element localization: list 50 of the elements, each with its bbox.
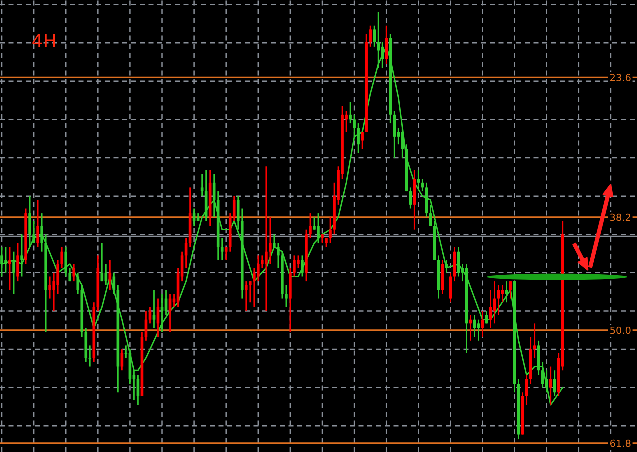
candlestick [349,102,352,124]
candlestick [385,25,388,65]
candlestick [4,246,8,274]
candlestick [545,370,548,394]
candlestick [257,254,260,282]
candlestick [220,238,224,262]
text: 4H [32,34,56,48]
candlestick [301,254,304,278]
candlestick [48,276,52,300]
candlestick [20,234,24,278]
candlestick [497,284,500,316]
candlestick [369,25,372,48]
candlestick [120,348,124,372]
candlestick [64,246,68,278]
candlestick [417,170,420,188]
candlestick [309,212,312,240]
y-tick-label: 38.2 [610,214,630,222]
candlestick [525,374,528,406]
candlestick [293,254,296,278]
candlestick [136,374,140,406]
candlestick [409,187,412,210]
y-tick-label: 23.6 [610,74,631,82]
y-tick-label: 61.8 [610,440,631,448]
candlestick [285,284,288,308]
candlestick [8,246,12,291]
candlestick [329,216,332,244]
candlestick [244,280,248,312]
candlestick [373,25,376,48]
candlestick [148,306,152,324]
y-tick-label: 50.0 [610,326,631,334]
candlestick [152,289,156,330]
candlestick [265,166,268,312]
candlestick [200,174,204,198]
candlestick [553,370,556,398]
candlestick [28,196,32,248]
candlestick [72,264,76,282]
candlestick [36,199,40,248]
candlestick [16,242,20,282]
candlestick [317,212,320,244]
candlestick [501,284,504,304]
candlestick [12,251,16,295]
candlestick [541,361,544,389]
candlestick [505,280,508,304]
candlestick [361,131,364,150]
candlestick [533,322,536,359]
candlestick [269,216,272,265]
candlestick [32,220,36,244]
candlestick [549,366,552,406]
candlestick [477,319,480,342]
candlestick [297,254,300,269]
